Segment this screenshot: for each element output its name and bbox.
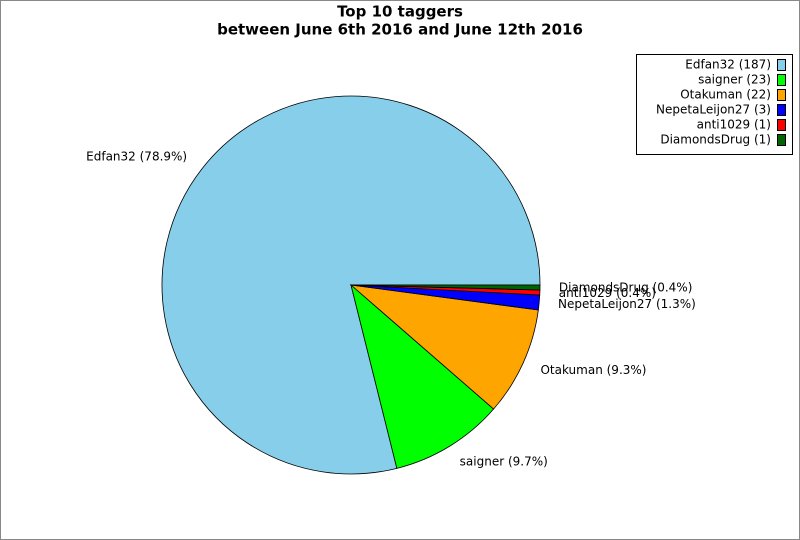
pie-slice [350, 284, 541, 291]
legend-swatch [777, 74, 786, 86]
legend-swatch [777, 59, 786, 71]
slice-label: saigner (9.7%) [460, 455, 548, 469]
legend-label: anti1029 (1) [697, 118, 771, 132]
pie-slice [349, 284, 539, 410]
pie-slice [350, 283, 495, 469]
chart-subtitle: between June 6th 2016 and June 12th 2016 [217, 21, 583, 39]
chart-title: Top 10 taggers [337, 3, 463, 21]
legend-swatch [777, 134, 786, 146]
legend-swatch [777, 89, 786, 101]
slice-label: DiamondsDrug (0.4%) [559, 280, 693, 294]
legend-label: NepetaLeijon27 (3) [656, 103, 771, 117]
slice-label: NepetaLeijon27 (1.3%) [558, 297, 696, 311]
legend-swatch [777, 119, 786, 131]
legend-label: DiamondsDrug (1) [660, 133, 771, 147]
legend-swatch [777, 104, 786, 116]
slice-label: anti1029 (0.4%) [559, 286, 656, 300]
slice-label: Otakuman (9.3%) [540, 363, 646, 377]
legend-label: Otakuman (22) [680, 88, 771, 102]
legend-box [636, 54, 793, 155]
legend-label: saigner (23) [698, 73, 771, 87]
slice-label: Edfan32 (78.9%) [86, 150, 187, 164]
legend-label: Edfan32 (187) [685, 58, 771, 72]
